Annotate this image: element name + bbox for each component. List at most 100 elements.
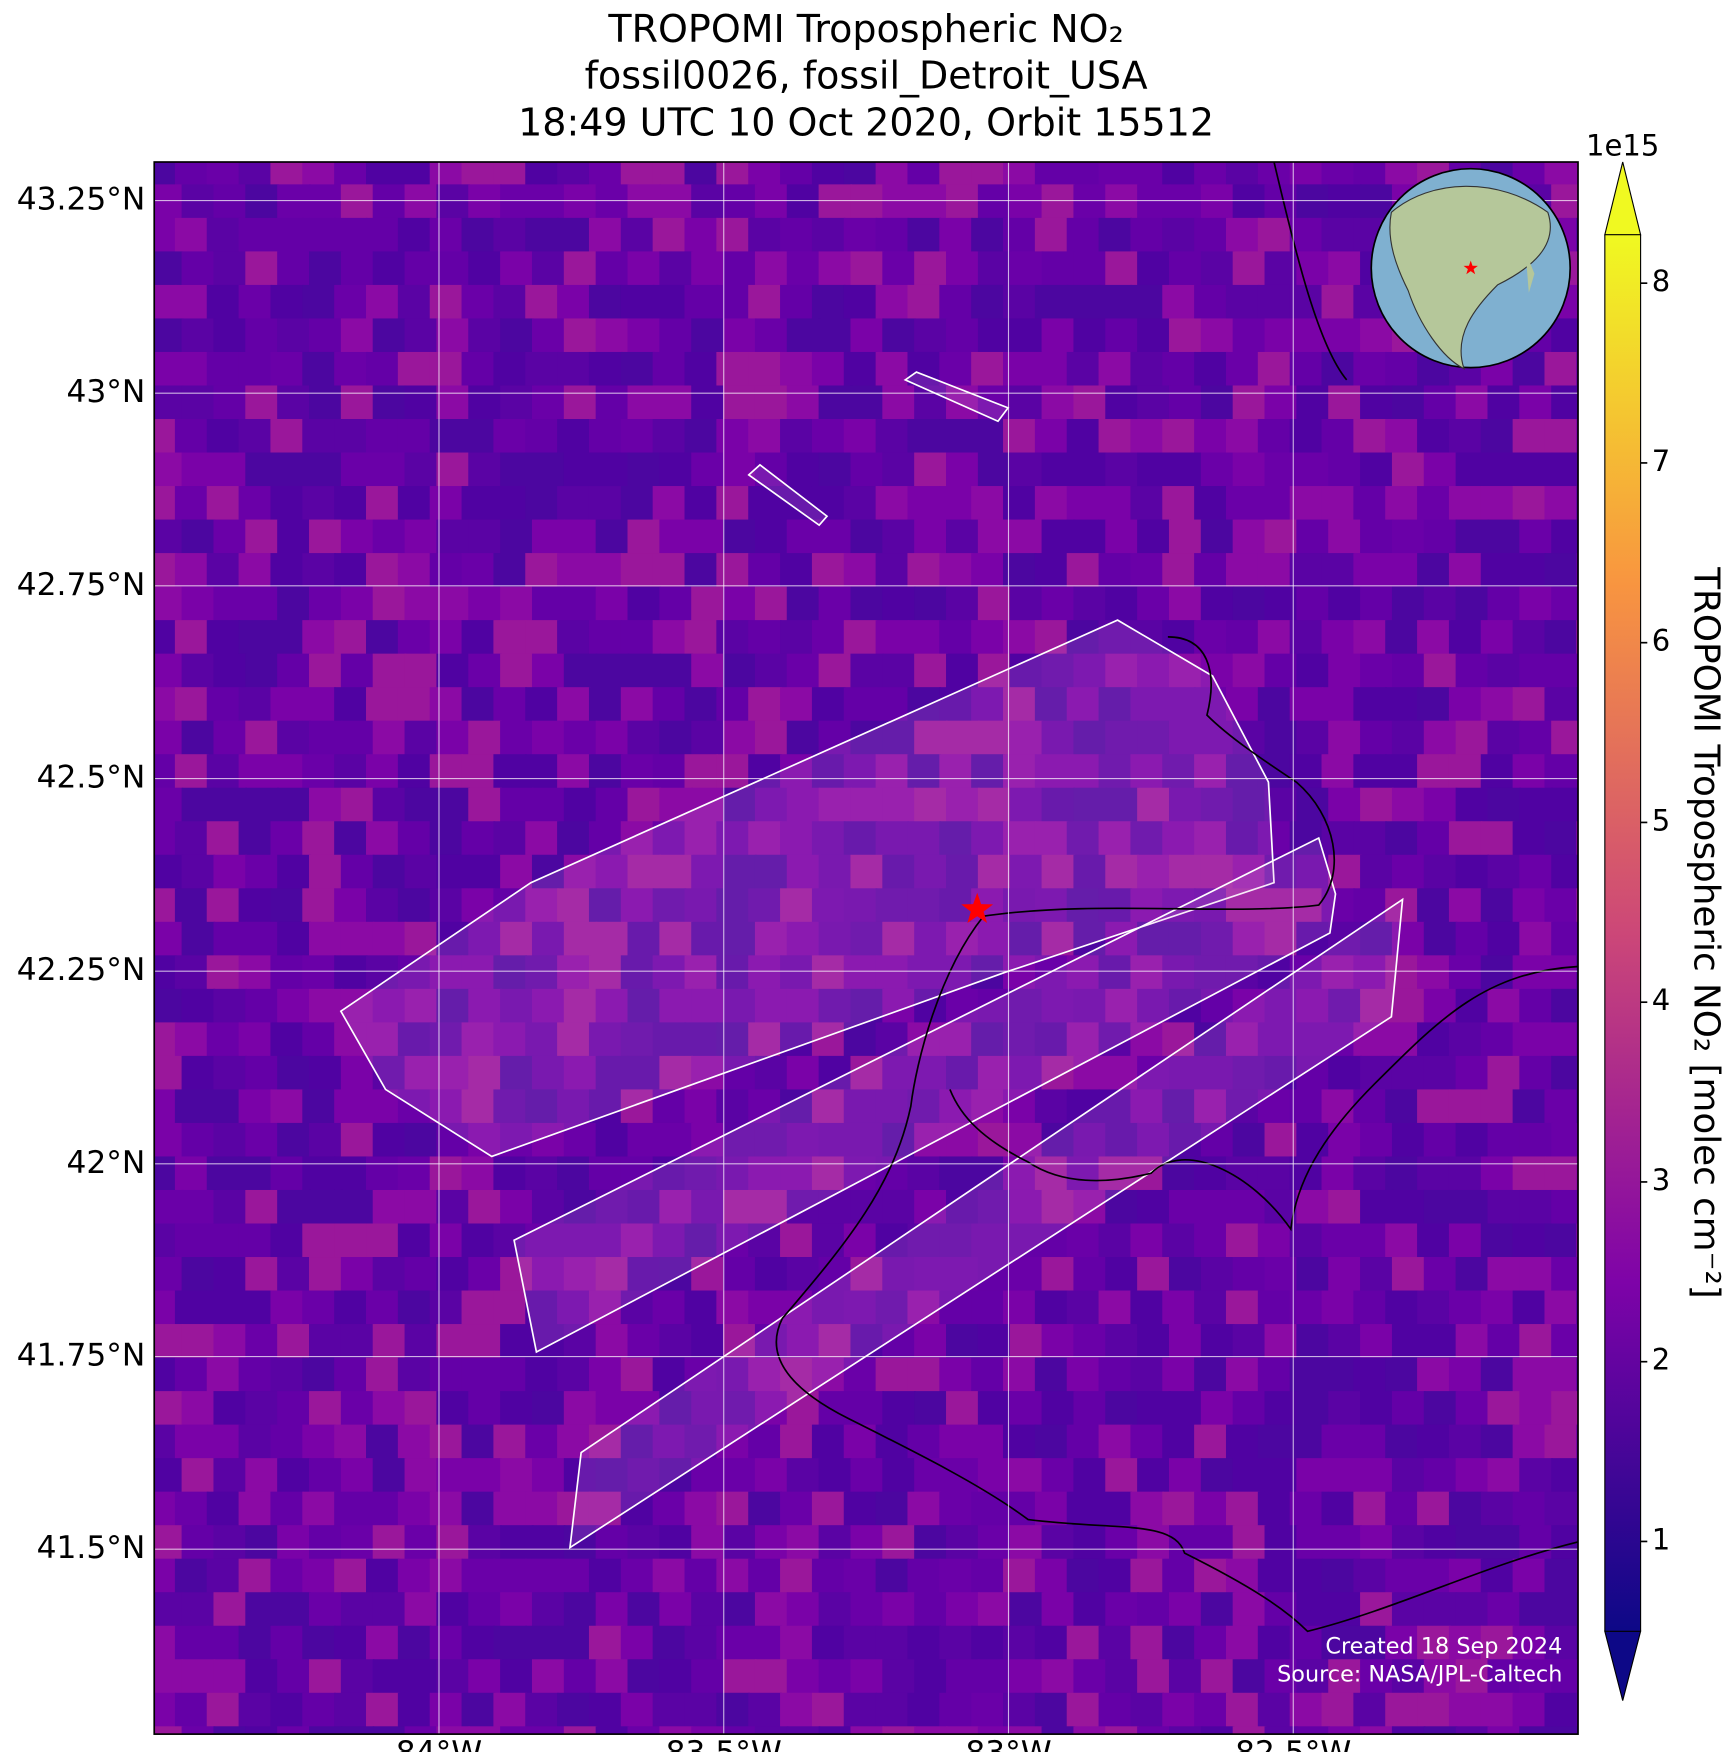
pixel (1098, 1424, 1133, 1460)
pixel (531, 1189, 566, 1225)
pixel (557, 1156, 591, 1192)
pixel (1257, 687, 1292, 722)
pixel (1321, 284, 1356, 320)
pixel (1130, 1692, 1164, 1728)
pixel (882, 586, 916, 622)
pixel (1512, 821, 1547, 856)
pixel (174, 888, 209, 923)
pixel (174, 1491, 209, 1527)
pixel (723, 1525, 757, 1560)
pixel (1519, 1525, 1553, 1560)
pixel (1225, 351, 1260, 387)
pixel (531, 452, 566, 488)
pixel (277, 1122, 311, 1158)
coastlines (775, 162, 1579, 1633)
pixel (1225, 1022, 1260, 1058)
pixel (1391, 1189, 1426, 1225)
pixel (1232, 519, 1267, 555)
pixel (1360, 988, 1394, 1024)
pixel (1487, 854, 1522, 890)
pixel (1200, 251, 1235, 287)
pixel (1455, 1726, 1490, 1735)
pixel (850, 787, 884, 823)
pixel (154, 1324, 184, 1359)
pixel (684, 1692, 719, 1728)
pixel (372, 1525, 407, 1560)
pixel (404, 452, 439, 488)
pixel (659, 1257, 693, 1292)
pixel (468, 251, 502, 287)
pixel (875, 888, 910, 923)
pixel (684, 620, 719, 655)
pixel (723, 988, 757, 1024)
pixel (659, 184, 693, 219)
pixel (557, 687, 591, 722)
pixel (1360, 1324, 1394, 1359)
pixel (340, 653, 375, 689)
pixel (1257, 1558, 1292, 1594)
pixel (1455, 1257, 1490, 1292)
pixel (1034, 1357, 1069, 1393)
pixel (366, 1558, 400, 1594)
pixel (588, 888, 623, 923)
pixel (563, 1592, 598, 1627)
pixel (875, 1558, 910, 1594)
pixel (716, 162, 750, 186)
pixel (786, 1726, 821, 1735)
pixel (786, 854, 821, 890)
pixel (691, 787, 725, 823)
pixel (1487, 653, 1522, 689)
pixel (1519, 1391, 1553, 1426)
pixel (971, 1223, 1005, 1259)
pixel (1200, 1592, 1235, 1627)
pixel (818, 720, 853, 756)
pixel (1519, 854, 1553, 890)
pixel (723, 921, 757, 957)
pixel (1360, 1525, 1394, 1560)
pixel (1130, 1223, 1164, 1259)
pixel (1289, 1558, 1324, 1594)
pixel (875, 486, 910, 521)
pixel (1448, 1491, 1483, 1527)
pixel (206, 620, 241, 655)
pixel (723, 385, 757, 421)
pixel (1041, 1324, 1076, 1359)
pixel (404, 1659, 439, 1694)
pixel (1480, 754, 1515, 789)
pixel (1544, 351, 1579, 387)
pixel (659, 921, 693, 957)
pixel (404, 519, 439, 555)
pixel (436, 1122, 470, 1158)
pixel (1034, 1625, 1069, 1661)
pixel (1448, 888, 1483, 923)
pixel (843, 754, 878, 789)
pixel (1066, 1424, 1101, 1460)
pixel (843, 1089, 878, 1125)
pixel (270, 162, 304, 186)
pixel (1480, 687, 1515, 722)
pixel (588, 217, 623, 253)
pixel (627, 1257, 662, 1292)
pixel (914, 854, 948, 890)
pixel (882, 787, 916, 823)
pixel (238, 821, 273, 856)
pixel (939, 1424, 973, 1460)
pixel (1034, 162, 1069, 186)
pixel (907, 351, 941, 387)
pixel (659, 385, 693, 421)
pixel (531, 1055, 566, 1091)
pixel (397, 553, 432, 588)
pixel (270, 687, 304, 722)
pixel (174, 1290, 209, 1326)
pixel (531, 318, 566, 354)
pixel (843, 888, 878, 923)
pixel (154, 1525, 184, 1560)
pixel (850, 1592, 884, 1627)
pixel (684, 351, 719, 387)
pixel (1487, 921, 1522, 957)
pixel (1487, 1122, 1522, 1158)
pixel (1168, 1189, 1203, 1225)
pixel (716, 888, 750, 923)
pixel (1041, 452, 1076, 488)
pixel (691, 988, 725, 1024)
